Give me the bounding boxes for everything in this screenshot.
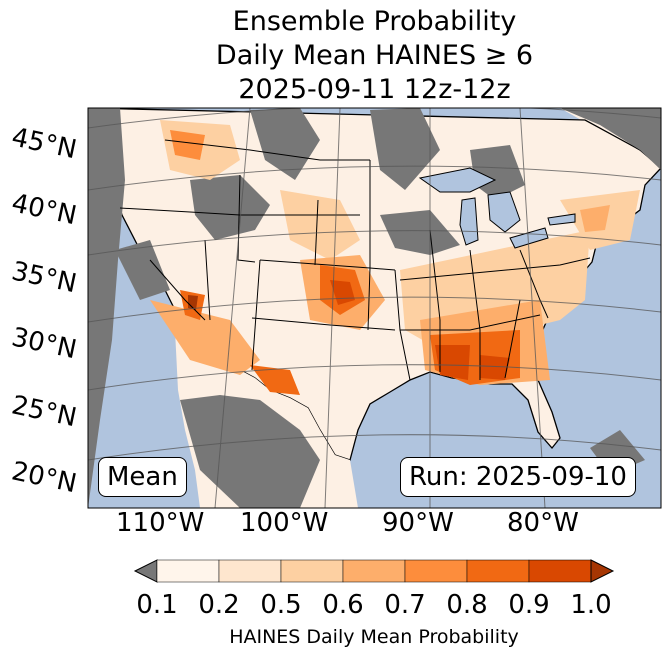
lon-label-110w: 110°W bbox=[116, 508, 205, 538]
colorbar-tick-3: 0.5 bbox=[260, 590, 302, 620]
title-line-3: 2025-09-11 12z-12z bbox=[238, 74, 511, 105]
colorbar-bin-1 bbox=[156, 559, 220, 583]
colorbar-tick-5: 0.7 bbox=[384, 590, 426, 620]
colorbar-tick-2: 0.2 bbox=[198, 590, 240, 620]
title-line-1: Ensemble Probability bbox=[232, 6, 517, 37]
colorbar-tick-6: 0.8 bbox=[446, 590, 488, 620]
lon-label-80w: 80°W bbox=[507, 508, 579, 538]
colorbar-tick-8: 1.0 bbox=[570, 590, 612, 620]
colorbar-bin-2 bbox=[218, 559, 282, 583]
lon-label-100w: 100°W bbox=[240, 508, 329, 538]
colorbar-over-arrow bbox=[590, 559, 615, 583]
title-line-2: Daily Mean HAINES ≥ 6 bbox=[215, 40, 534, 71]
colorbar-bin-6 bbox=[466, 559, 530, 583]
state-borders bbox=[119, 139, 591, 381]
colorbar-bin-4 bbox=[342, 559, 406, 583]
map-frame bbox=[87, 107, 662, 509]
mean-label: Mean bbox=[98, 457, 187, 497]
colorbar bbox=[133, 559, 615, 583]
great-lakes bbox=[418, 167, 576, 249]
colorbar-label: HAINES Daily Mean Probability bbox=[229, 626, 519, 648]
graticule bbox=[88, 108, 661, 508]
colorbar-bin-7 bbox=[528, 559, 592, 583]
colorbar-tick-7: 0.9 bbox=[508, 590, 550, 620]
colorbar-tick-1: 0.1 bbox=[136, 590, 178, 620]
colorbar-tick-4: 0.6 bbox=[322, 590, 364, 620]
run-label: Run: 2025-09-10 bbox=[400, 457, 636, 497]
colorbar-under-arrow bbox=[133, 559, 158, 583]
lon-label-90w: 90°W bbox=[382, 508, 454, 538]
colorbar-bin-5 bbox=[404, 559, 468, 583]
colorbar-bin-3 bbox=[280, 559, 344, 583]
